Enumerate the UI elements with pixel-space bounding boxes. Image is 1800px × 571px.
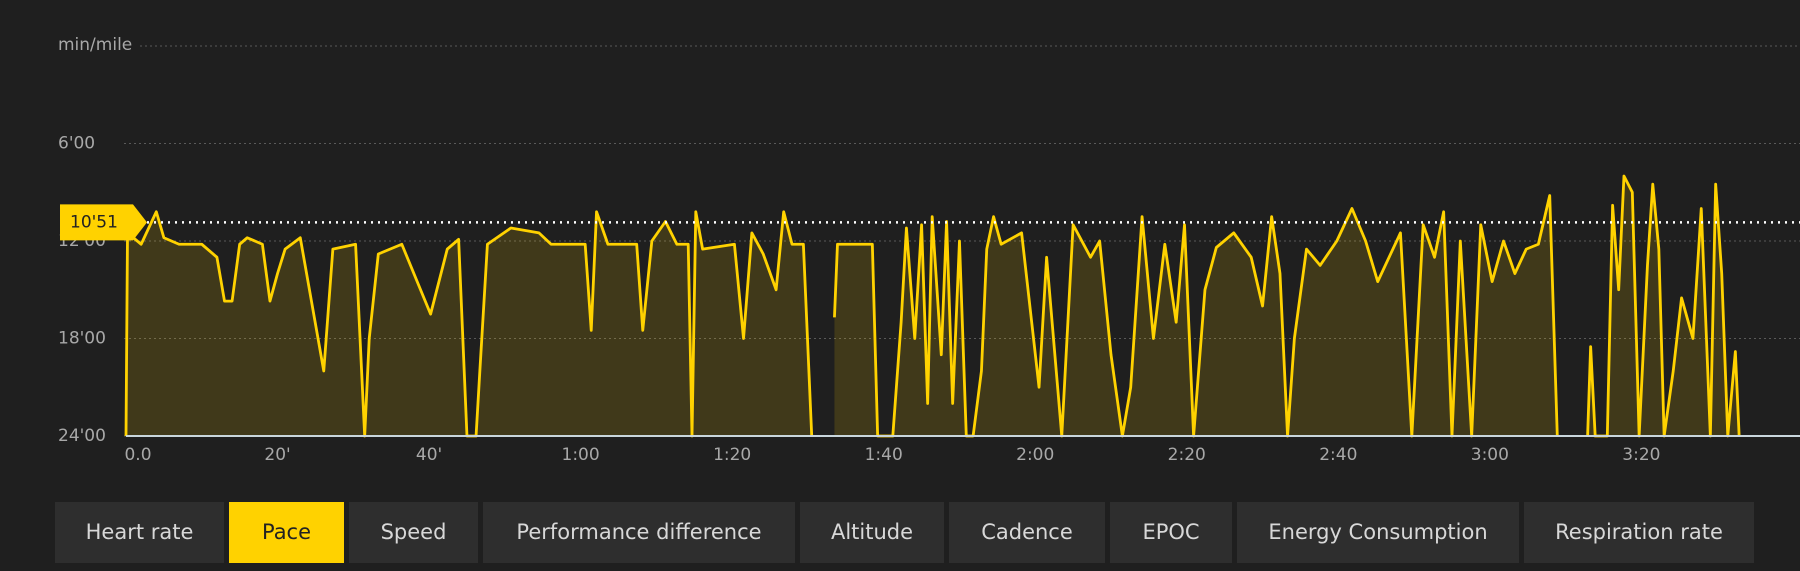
- marker-tag: [60, 204, 147, 241]
- x-tick-label: 2:40: [1319, 445, 1357, 465]
- x-tick-label: 2:00: [1016, 445, 1054, 465]
- x-tick-label: 3:20: [1622, 445, 1660, 465]
- tab-button[interactable]: Speed: [349, 502, 478, 563]
- y-tick-label: 6'00: [58, 134, 95, 154]
- pace-area: [126, 176, 1740, 436]
- x-tick-label: 1:40: [865, 445, 903, 465]
- x-tick-label: 20': [264, 445, 290, 465]
- x-tick-label: 40': [416, 445, 442, 465]
- y-tick-label: 18'00: [58, 329, 106, 349]
- y-tick-label: 24'00: [58, 426, 106, 446]
- tab-bar: Heart rate Pace Speed Performance differenc…: [55, 502, 1754, 563]
- x-tick-label: 1:20: [713, 445, 751, 465]
- tab-button[interactable]: EPOC: [1110, 502, 1232, 563]
- tab-button[interactable]: Cadence: [949, 502, 1105, 563]
- tab-button[interactable]: Performance difference: [483, 502, 795, 563]
- x-tick-label: 2:20: [1168, 445, 1206, 465]
- tab-button[interactable]: Heart rate: [55, 502, 224, 563]
- x-tick-label: 1:00: [562, 445, 600, 465]
- tab-button[interactable]: Energy Consumption: [1237, 502, 1519, 563]
- x-tick-label: 3:00: [1471, 445, 1509, 465]
- marker-label: 10'51: [70, 212, 118, 232]
- tab-button[interactable]: Pace: [229, 502, 344, 563]
- y-axis-label: min/mile: [58, 35, 132, 55]
- tab-button[interactable]: Altitude: [800, 502, 944, 563]
- x-tick-label: 0.0: [124, 445, 151, 465]
- tab-button[interactable]: Respiration rate: [1524, 502, 1754, 563]
